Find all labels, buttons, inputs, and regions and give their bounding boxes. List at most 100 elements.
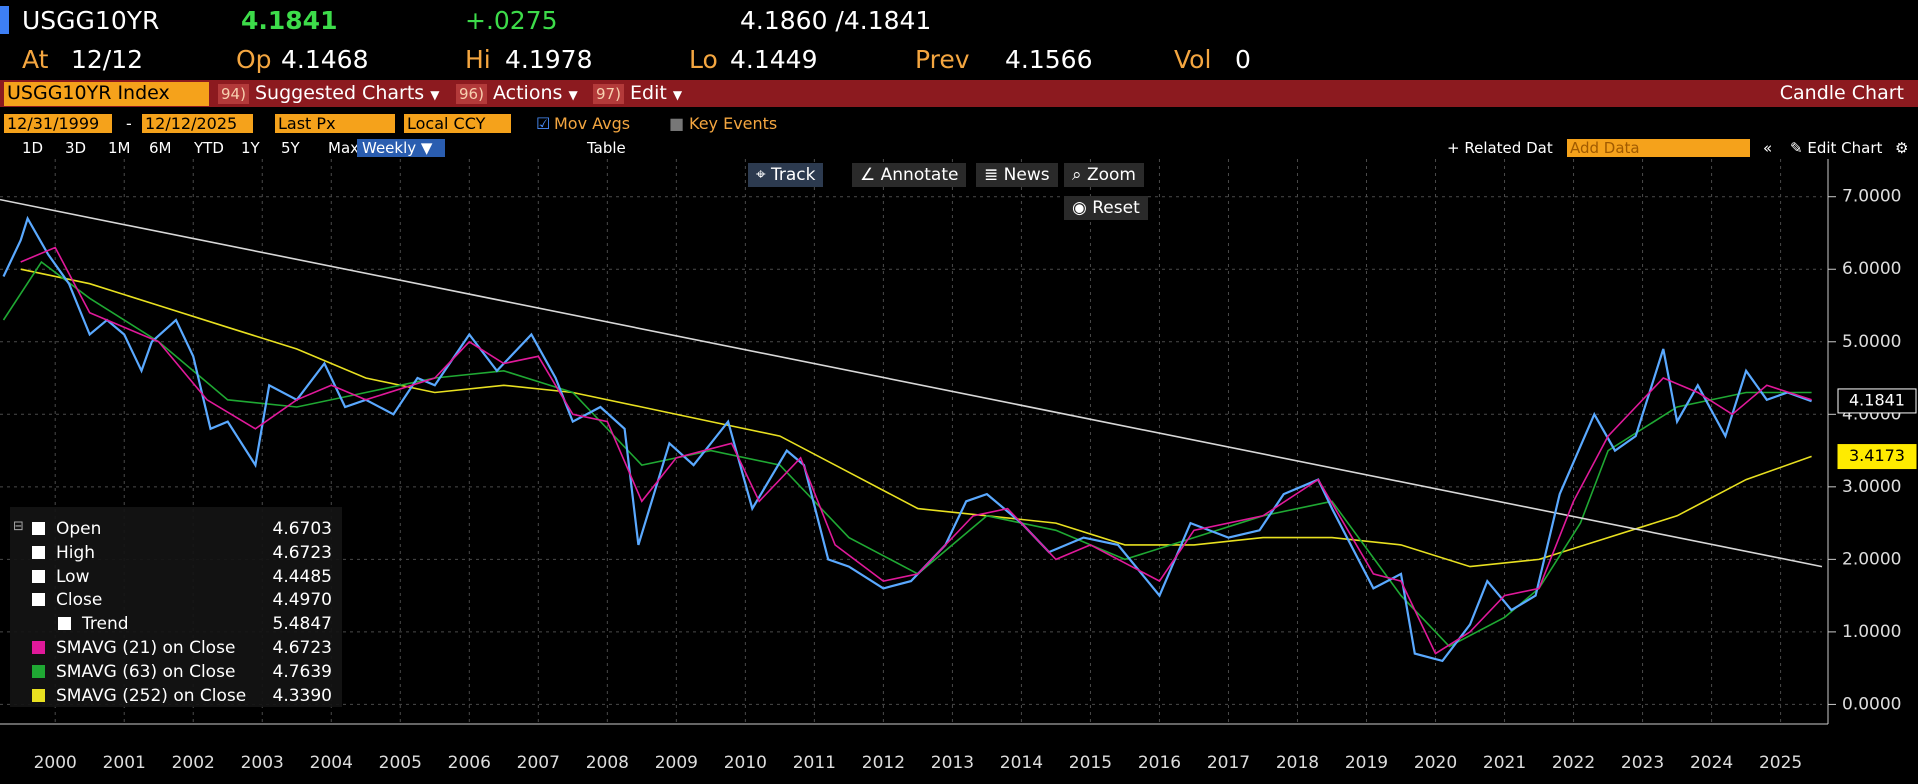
settings-gear[interactable]: ⚙ [1895,139,1909,157]
legend-name: SMAVG (63) on Close [56,661,236,682]
x-tick-label: 2009 [655,753,698,773]
collapse[interactable]: « [1763,139,1773,157]
low-value: 4.1449 [730,45,818,74]
menu-label: Actions [493,82,563,104]
period-button[interactable]: 3D [65,139,87,157]
x-tick-label: 2003 [241,753,284,773]
prev-label: Prev [915,45,970,74]
reset-label: Reset [1092,198,1140,218]
legend-swatch [58,617,71,631]
x-tick-label: 2020 [1414,753,1457,773]
x-tick-label: 2012 [862,753,905,773]
last-value-box [1837,388,1917,414]
x-tick-label: 2005 [379,753,422,773]
tool-button[interactable]: ⌕ Zoom [1064,163,1144,187]
date-separator: - [126,114,132,133]
legend-swatch [32,569,45,583]
prev-value: 4.1566 [1005,45,1093,74]
collapse-icon[interactable]: ⊟ [13,519,24,534]
period-button[interactable]: 1Y [241,139,260,157]
add-data[interactable]: Add Data [1567,139,1750,157]
y-tick-label: 3.0000 [1842,477,1901,497]
legend-name: High [56,542,96,563]
tool-button[interactable]: ≣ News [976,163,1058,187]
blue-marker [0,6,9,34]
related-data[interactable]: + Related Dat [1447,139,1553,157]
ticker: USGG10YR [22,6,160,35]
x-tick-label: 2006 [448,753,491,773]
menu-item[interactable]: 97) Edit ▼ [593,82,682,104]
series-line [20,246,1812,655]
tool-button[interactable]: ∠ Annotate [852,163,967,187]
checkbox[interactable]: ☑ [536,114,551,133]
open-value: 4.1468 [281,45,369,74]
legend-name: Trend [82,614,129,635]
x-tick-label: 2018 [1276,753,1319,773]
menu-item[interactable]: 94) Suggested Charts ▼ [218,82,439,104]
legend-value: 4.7639 [272,661,332,682]
x-tick-label: 2023 [1621,753,1664,773]
tool-label: News [1003,165,1050,185]
period-button[interactable]: 6M [149,139,172,157]
legend-swatch [32,522,45,535]
x-tick-label: 2019 [1345,753,1388,773]
legend-value: 4.3390 [272,685,332,706]
edit-chart-label: Edit Chart [1807,139,1883,157]
last-value-label: 4.1841 [1849,390,1905,409]
field-box[interactable]: Last Px [275,114,395,133]
high-label: Hi [465,45,491,74]
tool-label: Annotate [880,165,959,185]
legend-swatch [32,664,45,678]
x-tick-label: 2004 [310,753,353,773]
at-label: At [22,45,49,74]
vol-label: Vol [1174,45,1212,74]
legend-value: 4.4970 [272,590,332,611]
legend-name: Open [56,519,102,539]
checkbox[interactable]: ■ [669,114,685,133]
legend: ⊟ Open 4.6703 High 4.6723 Low 4.4485 Close 4.497… [10,507,342,707]
y-tick-label: 0.0000 [1842,694,1901,714]
chart-type: Candle Chart [1779,82,1904,104]
last-value-box [1837,444,1917,470]
tool-button[interactable]: ⌖ Track [748,163,824,187]
series-line [0,198,1823,568]
price-change: +.0275 [465,6,558,35]
menu-label: Edit [630,82,667,104]
frequency[interactable]: Weekly ▼ [357,139,445,157]
period-button[interactable]: 5Y [281,139,300,157]
y-tick-label: 7.0000 [1842,187,1901,207]
table-button[interactable]: Table [587,139,626,157]
key-events[interactable]: Key Events [689,114,778,133]
end-date[interactable]: 12/12/2025 [142,114,253,133]
legend-name: SMAVG (252) on Close [56,685,247,706]
period-button[interactable]: YTD [194,139,224,157]
high-value: 4.1978 [505,45,593,74]
x-tick-label: 2017 [1207,753,1250,773]
legend-value: 4.6723 [272,542,332,563]
at-value: 12/12 [71,45,144,74]
mov-avgs[interactable]: Mov Avgs [554,114,631,133]
legend-value: 4.6723 [272,638,332,658]
reset-button[interactable]: ◉ Reset [1064,196,1148,220]
menu-code: 97) [593,84,624,104]
start-date[interactable]: 12/31/1999 [4,114,112,133]
legend-swatch [32,641,45,654]
menu-item[interactable]: 96) Actions ▼ [456,82,578,104]
x-tick-label: 2001 [103,753,146,773]
security-box[interactable]: USGG10YR Index [4,82,209,106]
legend-swatch [32,545,45,559]
period-button[interactable]: 1M [108,139,131,157]
legend-name: Low [56,566,90,587]
low-label: Lo [689,45,718,74]
vol-value: 0 [1235,45,1251,74]
y-tick-label: 2.0000 [1842,549,1901,569]
legend-swatch [32,593,45,607]
x-tick-label: 2016 [1138,753,1181,773]
edit-chart[interactable]: ✎ Edit Chart [1790,139,1883,157]
x-tick-label: 2008 [586,753,629,773]
period-button[interactable]: 1D [22,139,44,157]
x-tick-label: 2024 [1690,753,1733,773]
period-button[interactable]: Max [328,139,360,157]
currency-box[interactable]: Local CCY [404,114,511,133]
last-value-label: 3.4173 [1849,446,1905,465]
